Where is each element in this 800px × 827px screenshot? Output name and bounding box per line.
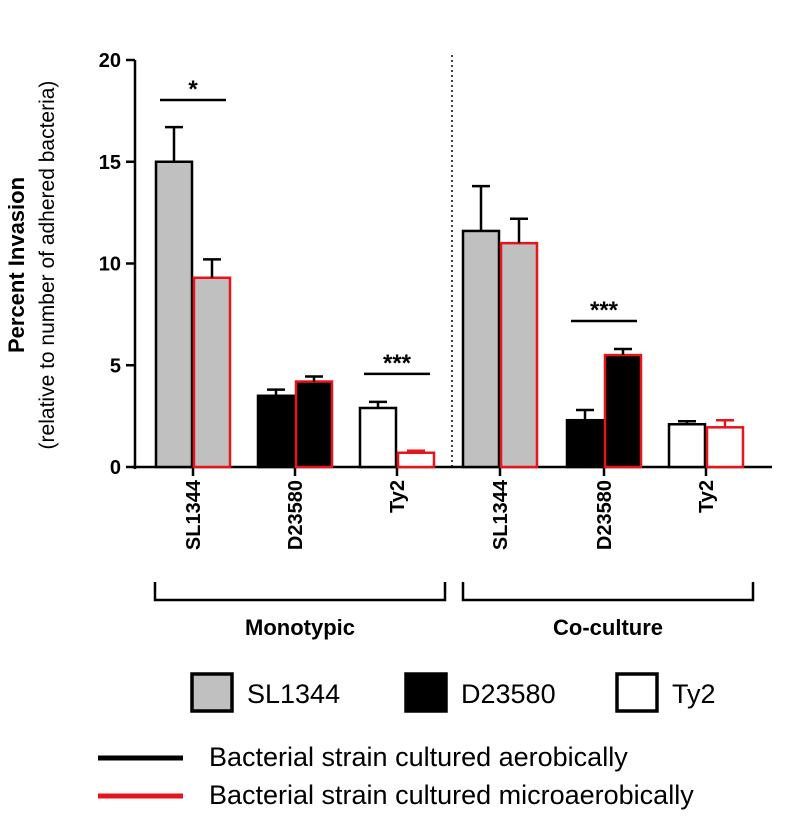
significance-annotations: ******* [160, 76, 637, 377]
bar-ty2-aerobic [358, 406, 398, 469]
bar-ty2-microaerobic [396, 451, 436, 469]
group-bracket [153, 582, 447, 602]
legend-label-d23580: D23580 [461, 679, 556, 709]
significance-marker: * [188, 76, 198, 103]
y-tick-label: 15 [99, 152, 121, 174]
legend-condition-label: Bacterial strain cultured aerobically [209, 742, 628, 772]
legend-label-sl1344: SL1344 [247, 679, 340, 709]
bar-sl1344-aerobic [154, 160, 194, 469]
y-axis-sublabel: (relative to number of adhered bacteria) [36, 81, 59, 450]
legend-condition-label: Bacterial strain cultured microaerobical… [209, 780, 694, 810]
bar-ty2-microaerobic [705, 426, 745, 469]
bar-sl1344-aerobic [461, 229, 501, 469]
y-axis-title: Percent Invasion (relative to number of … [4, 81, 59, 450]
group-brackets: Monotypic Co-culture [153, 582, 755, 640]
category-label-d23580: D23580 [285, 480, 307, 550]
axes: 0 5 10 15 20 [99, 50, 772, 479]
y-tick-label: 10 [99, 254, 121, 276]
bar-sl1344-microaerobic [499, 241, 539, 469]
significance-marker: *** [383, 350, 412, 377]
legend-swatch-sl1344 [190, 672, 234, 713]
bar-sl1344-microaerobic [192, 276, 232, 469]
category-labels: SL1344 D23580 Ty2 SL1344 D23580 Ty2 [183, 479, 718, 550]
category-label-ty2: Ty2 [387, 480, 409, 513]
legend-swatch-d23580 [404, 672, 448, 713]
bar-d23580-microaerobic [603, 353, 643, 469]
category-label-sl1344: SL1344 [183, 479, 205, 550]
bar-d23580-aerobic [256, 394, 296, 469]
category-label-ty2: Ty2 [696, 480, 718, 513]
category-label-sl1344: SL1344 [490, 479, 512, 550]
bar-ty2-aerobic [667, 423, 707, 469]
category-label-d23580: D23580 [594, 480, 616, 550]
significance-marker: *** [590, 297, 619, 324]
bars [154, 125, 745, 469]
y-tick-label: 5 [110, 355, 121, 377]
legend-swatch-ty2 [615, 672, 659, 713]
group-label: Co-culture [553, 615, 663, 640]
legend-label-ty2: Ty2 [672, 679, 716, 709]
y-axis-label: Percent Invasion [4, 177, 29, 353]
y-tick-label: 20 [99, 50, 121, 72]
bar-d23580-aerobic [565, 418, 605, 469]
y-tick-label: 0 [110, 457, 121, 479]
legend: SL1344 D23580 Ty2 Bacterial strain cultured… [98, 672, 716, 810]
bar-d23580-microaerobic [294, 380, 334, 469]
group-label: Monotypic [245, 615, 355, 640]
group-bracket [461, 582, 755, 602]
